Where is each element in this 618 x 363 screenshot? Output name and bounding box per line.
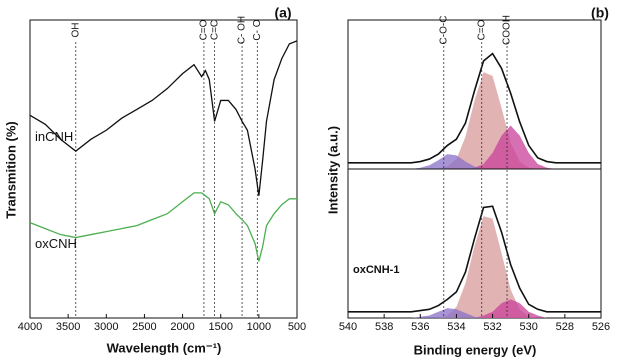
x-tick-label: 500 — [288, 321, 306, 333]
peak-area — [348, 216, 601, 318]
x-tick-label: 534 — [447, 321, 465, 333]
y-axis-label: Intensity (a.u.) — [325, 126, 340, 214]
plot-frame — [29, 19, 298, 319]
annotation-label: COOH — [502, 15, 513, 45]
x-tick-label: 3500 — [56, 321, 80, 333]
x-tick-label: 532 — [483, 321, 501, 333]
x-tick-label: 4000 — [18, 321, 42, 333]
x-tick-label: 540 — [339, 321, 357, 333]
peak-area — [348, 72, 601, 169]
y-axis-label: Transmition (%) — [3, 121, 18, 219]
x-tick-label: 2500 — [132, 321, 156, 333]
annotation-label: C- O — [252, 19, 263, 40]
panel-label: (b) — [591, 5, 609, 21]
fit-line — [348, 52, 601, 164]
x-tick-label: 538 — [375, 321, 393, 333]
x-tick-label: 3000 — [94, 321, 118, 333]
x-tick-label: 526 — [592, 321, 610, 333]
x-tick-label: 2000 — [170, 321, 194, 333]
x-axis-label: Binding energy (eV) — [414, 342, 537, 357]
annotation-label: C=O — [476, 19, 487, 40]
series-label: inCNH — [35, 129, 73, 144]
x-tick-label: 536 — [411, 321, 429, 333]
annotation-label: C=O — [199, 19, 210, 40]
spectrum-line — [29, 192, 297, 262]
annotation-label: OH — [70, 23, 81, 38]
x-tick-label: 530 — [520, 321, 538, 333]
x-axis-label: Wavelength (cm⁻¹) — [107, 340, 222, 355]
panel-sample-label: oxCNH-1 — [353, 264, 399, 276]
x-tick-label: 1500 — [208, 321, 232, 333]
spectrum-line — [29, 40, 298, 196]
annotation-label: C=C — [209, 20, 220, 40]
annotation-label: C- OH — [237, 16, 248, 44]
panel-label: (a) — [274, 5, 291, 21]
series-label: oxCNH — [35, 236, 77, 251]
annotation-label: C-O-C — [438, 16, 449, 45]
x-tick-label: 1000 — [247, 321, 271, 333]
x-tick-label: 528 — [556, 321, 574, 333]
fit-line — [348, 205, 601, 313]
